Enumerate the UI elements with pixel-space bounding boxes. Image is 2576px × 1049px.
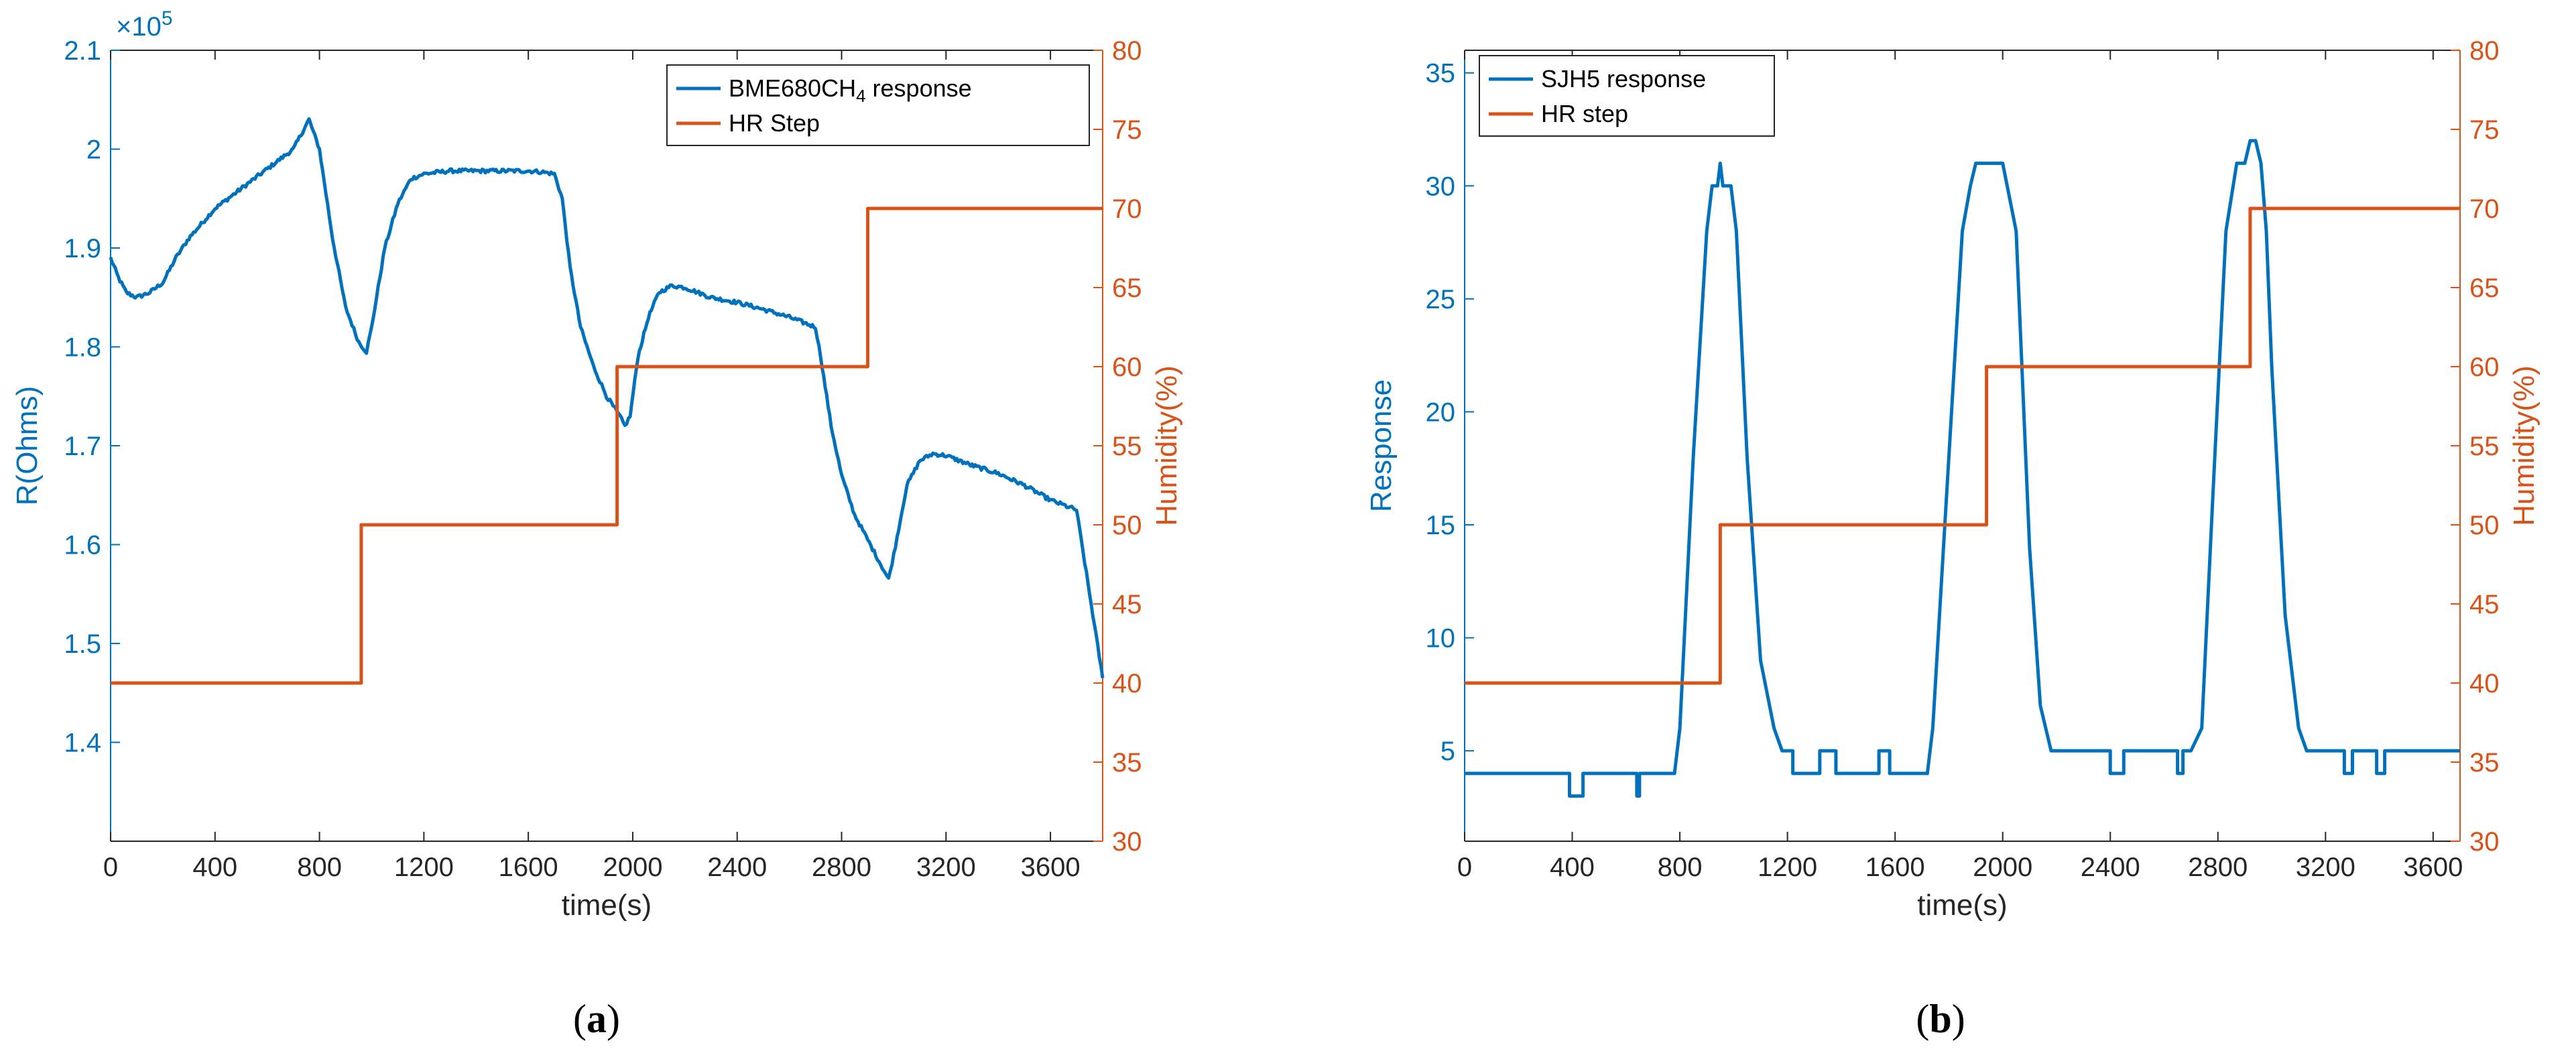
series-line-a-humidity (111, 206, 1103, 685)
x-tick-label-b: 3600 (2403, 853, 2463, 882)
y-right-tick-label-b: 55 (2469, 432, 2500, 461)
legend-entry-humidity-a: HR Step (729, 109, 820, 137)
x-tick-label-a: 2000 (603, 853, 662, 882)
y-right-tick-label-b: 40 (2469, 669, 2500, 698)
x-tick-label-b: 2800 (2188, 853, 2248, 882)
legend-box-a (666, 64, 1090, 146)
y-left-tick-label-b: 5 (1440, 737, 1455, 766)
x-tick-label-a: 0 (103, 853, 118, 882)
legend-box-b (1479, 55, 1775, 137)
y-right-tick-label-b: 30 (2469, 827, 2500, 857)
y-left-tick-label-a: 1.5 (64, 629, 101, 659)
y-right-tick-label-a: 35 (1112, 748, 1142, 778)
panel-label-b: (b) (1916, 997, 1965, 1041)
x-tick-label-b: 1200 (1758, 853, 1817, 882)
y-left-tick-label-b: 10 (1426, 624, 1456, 654)
legend-entry-response-a: BME680CH4 response (729, 74, 972, 106)
legend-text-part: BME680CH (729, 74, 856, 102)
y-left-tick-label-a: 2 (86, 135, 101, 165)
x-tick-label-b: 400 (1550, 853, 1595, 882)
panel-label-paren: ( (573, 997, 587, 1041)
y-right-tick-label-a: 55 (1112, 432, 1142, 461)
y-right-tick-label-a: 45 (1112, 590, 1142, 619)
y-left-tick-label-b: 20 (1426, 397, 1456, 427)
x-tick-label-a: 3200 (916, 853, 976, 882)
y-right-tick-label-a: 75 (1112, 115, 1142, 145)
chart-panel-a: 0 400 800 1200 1600 2000 2400 2800 3200 3600 1.4 1.… (11, 7, 1183, 1041)
y-left-tick-label-b: 30 (1426, 172, 1456, 201)
y-left-tick-label-b: 15 (1426, 511, 1456, 540)
series-line-b-response (1465, 139, 2460, 798)
y-right-axis-label-b: Humidity(%) (2508, 365, 2540, 526)
y-left-tick-label-a: 2.1 (64, 36, 101, 66)
y-right-tick-label-a: 60 (1112, 353, 1142, 382)
legend-subscript: 4 (856, 86, 865, 106)
y-left-tick-label-a: 1.9 (64, 234, 101, 263)
x-tick-label-b: 2000 (1973, 853, 2032, 882)
x-axis-label-b: time(s) (1917, 889, 2007, 922)
x-tick-label-b: 0 (1457, 853, 1472, 882)
legend-entry-humidity-b: HR step (1541, 100, 1628, 127)
y-right-tick-label-a: 80 (1112, 36, 1142, 66)
y-right-tick-label-b: 50 (2469, 511, 2500, 540)
y-left-tick-label-b: 25 (1426, 285, 1456, 314)
y-left-tick-label-b: 35 (1426, 59, 1456, 88)
y-right-tick-label-a: 50 (1112, 511, 1142, 540)
y-right-tick-label-b: 65 (2469, 273, 2500, 303)
x-tick-label-a: 1200 (394, 853, 454, 882)
y-left-tick-label-a: 1.4 (64, 729, 101, 758)
y-right-tick-label-b: 45 (2469, 590, 2500, 619)
x-tick-label-b: 800 (1658, 853, 1703, 882)
x-tick-label-a: 3600 (1021, 853, 1081, 882)
y-left-tick-label-a: 1.7 (64, 432, 101, 461)
y-right-tick-label-a: 70 (1112, 194, 1142, 224)
y-right-tick-label-b: 75 (2469, 115, 2500, 145)
panel-label-a: (a) (573, 997, 620, 1041)
y-right-tick-label-b: 35 (2469, 748, 2500, 778)
y-left-axis-label-b: Response (1365, 379, 1398, 512)
y-left-scale-exponent-a: ×105 (116, 7, 173, 42)
y-left-tick-label-a: 1.6 (64, 531, 101, 560)
x-tick-label-a: 2400 (707, 853, 767, 882)
x-tick-label-a: 400 (192, 853, 237, 882)
x-tick-label-b: 1600 (1865, 853, 1925, 882)
scale-power: 5 (162, 7, 173, 29)
y-right-tick-label-a: 40 (1112, 669, 1142, 698)
y-right-tick-label-b: 80 (2469, 36, 2500, 66)
y-left-tick-label-a: 1.8 (64, 333, 101, 363)
y-left-axis-label-a: R(Ohms) (11, 386, 44, 505)
x-axis-label-a: time(s) (562, 889, 652, 922)
y-right-tick-label-b: 60 (2469, 353, 2500, 382)
series-line-a-response (109, 117, 1105, 678)
x-tick-label-b: 2400 (2081, 853, 2140, 882)
plot-area-b (1465, 50, 2460, 841)
panel-label-letter: b (1929, 997, 1951, 1041)
y-right-tick-label-a: 30 (1112, 827, 1142, 857)
series-line-b-humidity (1465, 206, 2460, 685)
legend-entry-response-b: SJH5 response (1541, 65, 1706, 92)
y-right-tick-label-b: 70 (2469, 194, 2500, 224)
x-tick-label-a: 1600 (499, 853, 558, 882)
x-tick-label-a: 800 (297, 853, 342, 882)
legend-text-part: response (866, 74, 972, 102)
panel-label-paren: ) (607, 997, 620, 1041)
panel-label-paren: ( (1916, 997, 1929, 1041)
scale-base: ×10 (116, 12, 162, 42)
plot-area-a (111, 50, 1103, 841)
y-right-axis-label-a: Humidity(%) (1150, 365, 1183, 526)
x-tick-label-a: 2800 (812, 853, 871, 882)
chart-panel-b: 0 400 800 1200 1600 2000 2400 2800 3200 3600 5 10 15… (1365, 36, 2540, 1041)
panel-label-letter: a (587, 997, 607, 1041)
panel-label-paren: ) (1952, 997, 1965, 1041)
x-tick-label-b: 3200 (2296, 853, 2355, 882)
y-right-tick-label-a: 65 (1112, 273, 1142, 303)
